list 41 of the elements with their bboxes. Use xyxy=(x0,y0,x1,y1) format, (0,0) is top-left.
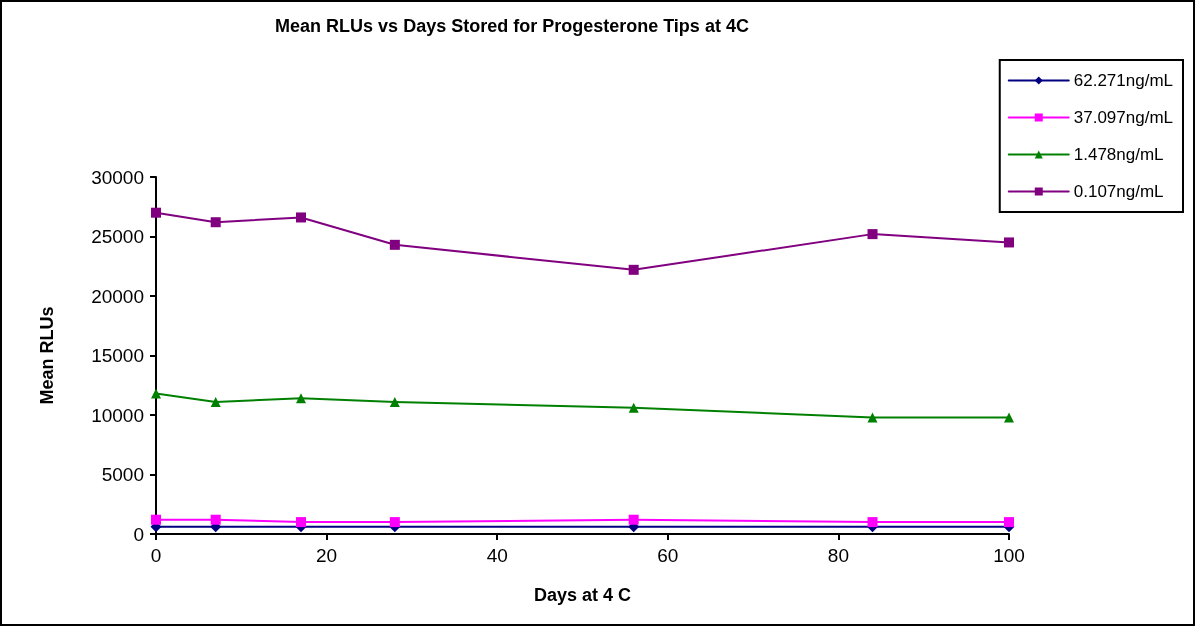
y-tick-label: 10000 xyxy=(91,404,144,426)
point xyxy=(151,514,161,525)
y-axis-title: Mean RLUs xyxy=(37,306,57,405)
x-tick-label: 20 xyxy=(316,545,338,566)
point xyxy=(1004,517,1014,528)
point xyxy=(151,207,161,218)
point xyxy=(210,514,221,525)
point xyxy=(296,212,307,223)
point xyxy=(389,517,400,528)
point xyxy=(1004,237,1014,248)
y-tick-label: 30000 xyxy=(91,166,144,188)
point xyxy=(628,264,639,275)
x-tick-label: 100 xyxy=(993,545,1025,566)
point xyxy=(867,412,878,423)
x-tick-label: 60 xyxy=(657,545,679,566)
point xyxy=(1004,412,1014,423)
point xyxy=(867,229,878,240)
legend-label: 37.097ng/mL xyxy=(1073,108,1174,127)
y-tick-label: 15000 xyxy=(91,345,144,366)
y-tick-label: 5000 xyxy=(101,464,144,485)
point xyxy=(210,217,221,228)
point xyxy=(628,402,639,413)
y-tick-label: 0 xyxy=(133,523,144,545)
y-tick-label: 20000 xyxy=(91,285,144,307)
point xyxy=(151,388,161,399)
chart-title: Mean RLUs vs Days Stored for Progesterone Tips at 4C xyxy=(275,16,749,36)
x-tick-label: 80 xyxy=(827,545,849,566)
legend-label: 0.107ng/mL xyxy=(1073,182,1164,201)
x-tick-label: 40 xyxy=(486,545,508,566)
point xyxy=(210,396,221,407)
legend-label: 1.478ng/mL xyxy=(1073,145,1164,164)
y-tick-label: 25000 xyxy=(91,226,144,247)
point xyxy=(296,393,307,404)
x-tick-label: 0 xyxy=(150,545,162,566)
legend-label: 62.271ng/mL xyxy=(1073,71,1174,90)
point xyxy=(867,517,878,528)
point xyxy=(628,514,639,525)
x-axis-title: Days at 4 C xyxy=(533,585,632,605)
point xyxy=(296,517,307,528)
point xyxy=(389,239,400,250)
point xyxy=(389,396,400,407)
